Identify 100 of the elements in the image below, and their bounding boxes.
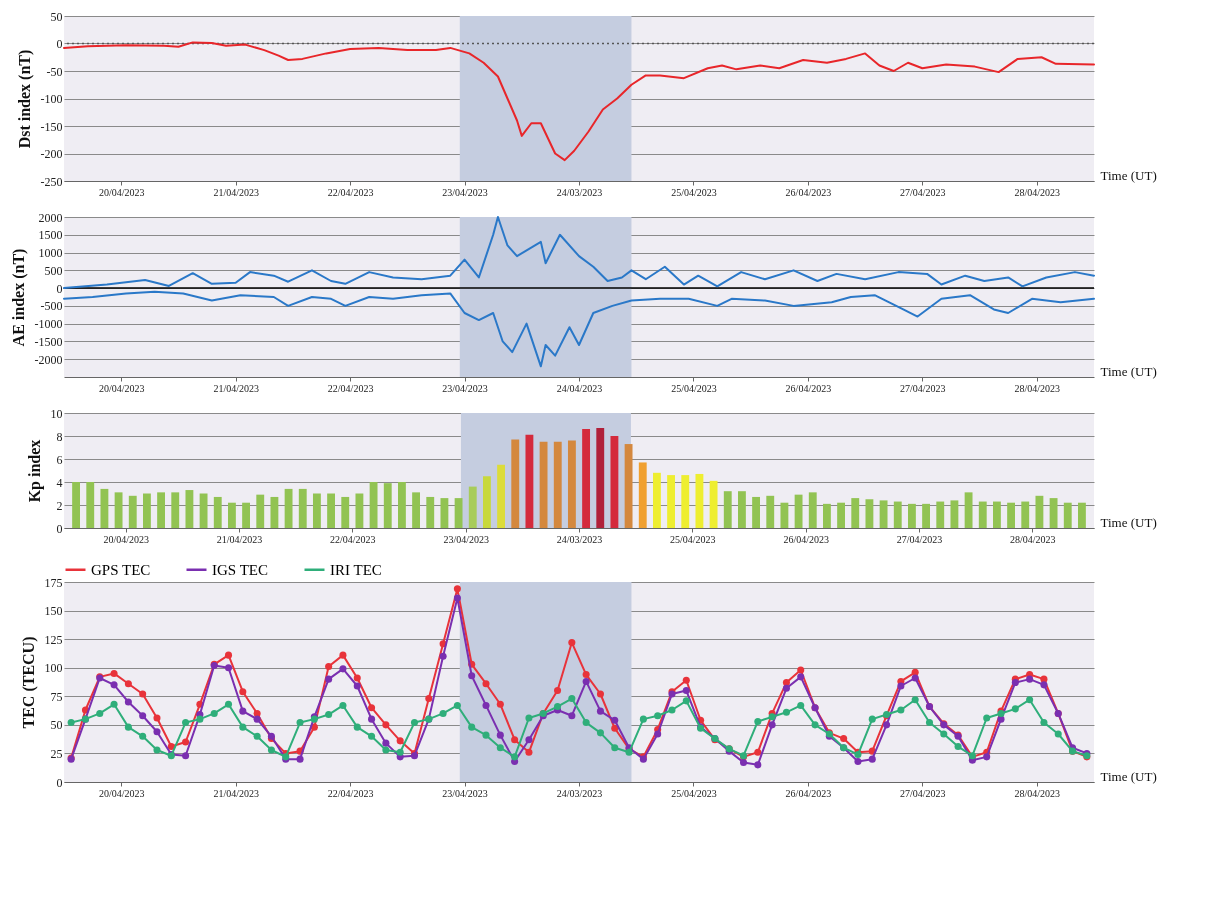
x-tick-label: 27/04/2023 [900, 382, 946, 394]
bar [1077, 502, 1086, 528]
x-tick-label: 22/04/2023 [330, 533, 376, 545]
bar [284, 488, 293, 528]
y-tick-label: 6 [56, 452, 63, 467]
bar [723, 491, 732, 528]
y-axis-title: TEC (TECU) [19, 636, 38, 729]
legend-label: IGS TEC [212, 561, 268, 578]
bar [695, 473, 704, 528]
bar [497, 464, 506, 528]
x-tick-label: 25/04/2023 [671, 186, 717, 198]
y-tick-label: 50 [50, 9, 63, 24]
bar [624, 444, 633, 528]
bar [950, 500, 959, 528]
x-axis-title: Time (UT) [1100, 167, 1157, 183]
y-tick-label: 125 [44, 632, 63, 647]
bar [794, 494, 803, 528]
bar [86, 482, 95, 528]
y-tick-label: 75 [50, 689, 63, 704]
y-tick-label: 8 [56, 429, 63, 444]
bar [893, 501, 902, 528]
bar [468, 486, 477, 528]
x-tick-label: 23/04/2023 [442, 787, 488, 799]
y-tick-label: 10 [50, 406, 63, 421]
y-tick-label: -1500 [34, 334, 63, 349]
bar [312, 493, 321, 528]
y-tick-label: -250 [40, 174, 63, 189]
bar [298, 488, 307, 528]
legend-label: IRI TEC [330, 561, 382, 578]
y-tick-label: 175 [44, 575, 63, 590]
bar [766, 495, 775, 528]
bar [978, 501, 987, 528]
bar [369, 482, 378, 528]
x-axis-title: Time (UT) [1100, 363, 1157, 379]
bar [851, 498, 860, 528]
bar [454, 498, 463, 528]
bar [582, 429, 591, 528]
x-tick-label: 26/04/2023 [785, 787, 832, 799]
bar [525, 434, 534, 528]
bar [227, 502, 236, 528]
x-tick-label: 24/03/2023 [556, 186, 603, 198]
bar [412, 492, 421, 528]
x-tick-label: 24/04/2023 [556, 382, 603, 394]
x-axis-title: Time (UT) [1100, 514, 1157, 530]
bar [879, 500, 888, 528]
y-tick-label: 1500 [38, 228, 63, 243]
y-tick-label: 1000 [38, 246, 63, 261]
bar [327, 493, 336, 528]
bar [553, 441, 562, 528]
bar [709, 480, 718, 528]
bar [667, 475, 676, 528]
x-tick-label: 27/04/2023 [896, 533, 943, 545]
y-tick-label: 2000 [38, 210, 63, 225]
y-tick-label: -50 [46, 64, 63, 79]
bar [242, 502, 251, 528]
bar [171, 492, 180, 528]
y-axis-title: Kp index [25, 439, 44, 503]
x-tick-label: 24/03/2023 [556, 787, 603, 799]
x-tick-label: 28/04/2023 [1014, 186, 1061, 198]
bar [808, 492, 817, 528]
bar [936, 501, 945, 528]
x-tick-label: 20/04/2023 [98, 186, 145, 198]
bar [256, 494, 265, 528]
bar [440, 498, 449, 528]
bar [539, 441, 548, 528]
x-tick-label: 21/04/2023 [216, 533, 263, 545]
bar [341, 496, 350, 528]
bar [596, 427, 605, 528]
y-tick-label: 50 [50, 718, 63, 733]
bar [270, 496, 279, 528]
bar [100, 488, 109, 528]
x-tick-label: 23/04/2023 [443, 533, 489, 545]
line-series [63, 216, 1095, 290]
bar [638, 462, 647, 528]
y-tick-label: 500 [44, 263, 63, 278]
y-axis-title: Dst index (nT) [15, 49, 34, 149]
x-tick-label: 27/04/2023 [900, 186, 946, 198]
y-tick-label: -150 [40, 119, 63, 134]
x-tick-label: 25/04/2023 [671, 382, 717, 394]
y-tick-label: 25 [50, 746, 63, 761]
x-tick-label: 25/04/2023 [671, 787, 717, 799]
x-tick-label: 22/04/2023 [327, 382, 374, 394]
x-tick-label: 28/04/2023 [1014, 382, 1061, 394]
y-tick-label: 0 [56, 521, 63, 536]
y-tick-label: 4 [56, 475, 63, 490]
y-tick-label: -500 [40, 299, 63, 314]
x-tick-label: 28/04/2023 [1014, 787, 1061, 799]
y-tick-label: -200 [40, 147, 63, 161]
bar [780, 502, 789, 528]
x-tick-label: 26/04/2023 [783, 533, 829, 545]
y-tick-label: 0 [56, 281, 63, 296]
y-tick-label: -2000 [34, 352, 63, 367]
x-tick-label: 21/04/2023 [213, 186, 259, 198]
bar [426, 496, 435, 528]
y-tick-label: 2 [56, 498, 63, 513]
x-axis-title: Time (UT) [1100, 768, 1157, 784]
bar [964, 492, 973, 528]
bar [1007, 502, 1016, 528]
x-tick-label: 26/04/2023 [785, 186, 832, 198]
bar [1049, 498, 1058, 528]
